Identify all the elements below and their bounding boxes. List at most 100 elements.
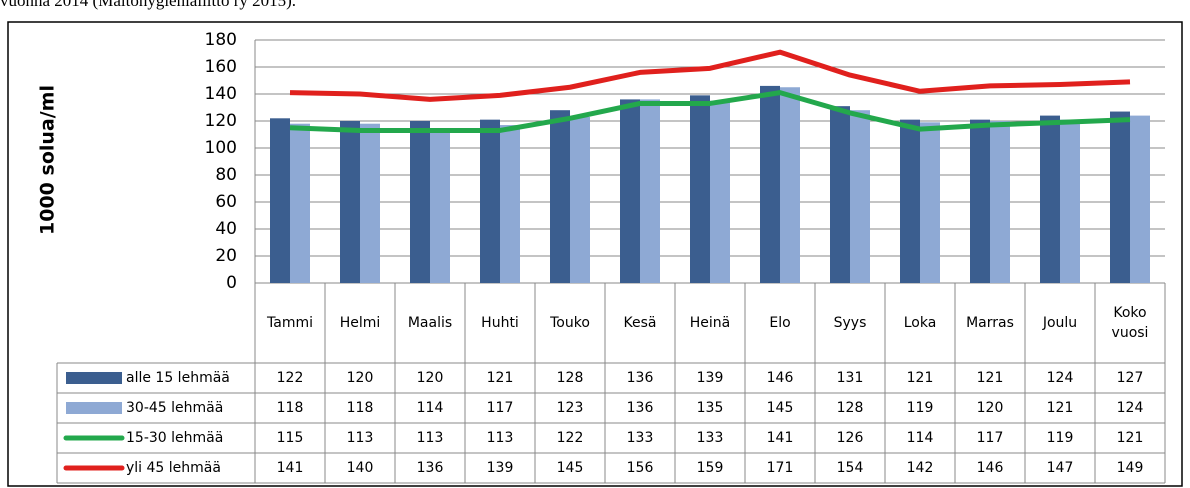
- y-tick-label: 80: [215, 165, 237, 185]
- table-value: 114: [907, 430, 934, 446]
- legend-label: 30-45 lehmää: [126, 400, 223, 416]
- bar: [760, 85, 780, 284]
- bar: [360, 123, 380, 283]
- bar: [920, 122, 940, 283]
- bar: [900, 119, 920, 284]
- y-tick-label: 140: [205, 84, 237, 104]
- line: [289, 90, 1131, 133]
- table-value: 127: [1117, 370, 1144, 386]
- bar: [830, 106, 850, 284]
- y-axis-label: 1000 solua/ml: [37, 85, 59, 235]
- table-value: 128: [557, 370, 584, 386]
- x-tick-label: Tammi: [267, 315, 313, 331]
- legend-label: yli 45 lehmää: [126, 460, 221, 476]
- bar: [690, 95, 710, 283]
- bar: [1130, 115, 1150, 283]
- x-tick-label: Kesä: [623, 315, 657, 331]
- x-tick-label: Marras: [966, 315, 1014, 331]
- table-value: 117: [977, 430, 1004, 446]
- table-value: 122: [277, 370, 304, 386]
- table-value: 128: [837, 400, 864, 416]
- table-value: 131: [837, 370, 864, 386]
- y-tick-label: 180: [205, 30, 237, 50]
- x-tick-label: Syys: [833, 315, 867, 331]
- bar: [780, 87, 800, 283]
- table-value: 119: [1047, 430, 1074, 446]
- x-tick-cell: Elo: [769, 315, 791, 331]
- y-tick-label: 40: [215, 219, 237, 239]
- table-value: 121: [977, 370, 1004, 386]
- table-value: 146: [767, 370, 794, 386]
- bar: [550, 110, 570, 283]
- table-value: 141: [767, 430, 794, 446]
- x-tick-cell: Heinä: [690, 315, 730, 331]
- table-value: 115: [277, 430, 304, 446]
- x-tick-label: Joulu: [1042, 315, 1078, 331]
- table-value: 124: [1117, 400, 1144, 416]
- bar: [410, 121, 430, 283]
- y-tick-label: 160: [205, 57, 237, 77]
- table-value: 113: [487, 430, 514, 446]
- table-value: 114: [417, 400, 444, 416]
- table-value: 159: [697, 460, 724, 476]
- bar: [430, 129, 450, 283]
- x-tick-cell: Huhti: [481, 315, 519, 331]
- table-value: 121: [1047, 400, 1074, 416]
- table-value: 145: [557, 460, 584, 476]
- x-tick-label: Loka: [903, 315, 937, 331]
- bar: [1060, 119, 1080, 284]
- table-value: 154: [837, 460, 864, 476]
- x-tick-cell: Marras: [966, 315, 1014, 331]
- table-value: 118: [277, 400, 304, 416]
- table-value: 118: [347, 400, 374, 416]
- x-tick-cell: Syys: [833, 315, 867, 331]
- table-value: 136: [627, 400, 654, 416]
- table-value: 146: [977, 460, 1004, 476]
- x-tick-label: Elo: [769, 315, 791, 331]
- table-value: 123: [557, 400, 584, 416]
- line: [289, 49, 1131, 102]
- table-value: 139: [697, 370, 724, 386]
- table-value: 133: [697, 430, 724, 446]
- legend-swatch: [66, 372, 122, 384]
- bar: [500, 125, 520, 283]
- table-value: 120: [347, 370, 374, 386]
- x-tick-label: Maalis: [407, 315, 453, 331]
- table-value: 145: [767, 400, 794, 416]
- x-tick-label: Touko: [550, 315, 590, 331]
- x-tick-cell: Koko vuosi: [1112, 305, 1149, 341]
- x-tick-cell: Loka: [903, 315, 937, 331]
- table-value: 121: [907, 370, 934, 386]
- bar: [340, 121, 360, 283]
- x-tick-label: Huhti: [481, 315, 519, 331]
- table-value: 147: [1047, 460, 1074, 476]
- x-tick-cell: Kesä: [623, 315, 657, 331]
- x-tick-cell: Tammi: [267, 315, 313, 331]
- table-value: 156: [627, 460, 654, 476]
- x-tick-cell: Maalis: [407, 315, 453, 331]
- table-value: 136: [417, 460, 444, 476]
- bar: [620, 99, 640, 284]
- legend-label: alle 15 lehmää: [126, 370, 230, 386]
- table-value: 139: [487, 460, 514, 476]
- bar: [270, 118, 290, 283]
- bar: [970, 119, 990, 284]
- table-value: 113: [347, 430, 374, 446]
- bar: [1040, 115, 1060, 283]
- legend-label: 15-30 lehmää: [126, 430, 223, 446]
- caption: vuonna 2014 (Maitohygienialiitto ry 2015…: [0, 0, 296, 10]
- bar: [570, 116, 590, 283]
- table-value: 135: [697, 400, 724, 416]
- table-value: 141: [277, 460, 304, 476]
- y-tick-label: 120: [205, 111, 237, 131]
- bar: [640, 99, 660, 284]
- table-value: 120: [417, 370, 444, 386]
- y-tick-label: 100: [205, 138, 237, 158]
- x-tick-label: Helmi: [339, 315, 381, 331]
- table-value: 171: [767, 460, 794, 476]
- table-value: 120: [977, 400, 1004, 416]
- table-value: 122: [557, 430, 584, 446]
- table-value: 140: [347, 460, 374, 476]
- table-value: 136: [627, 370, 654, 386]
